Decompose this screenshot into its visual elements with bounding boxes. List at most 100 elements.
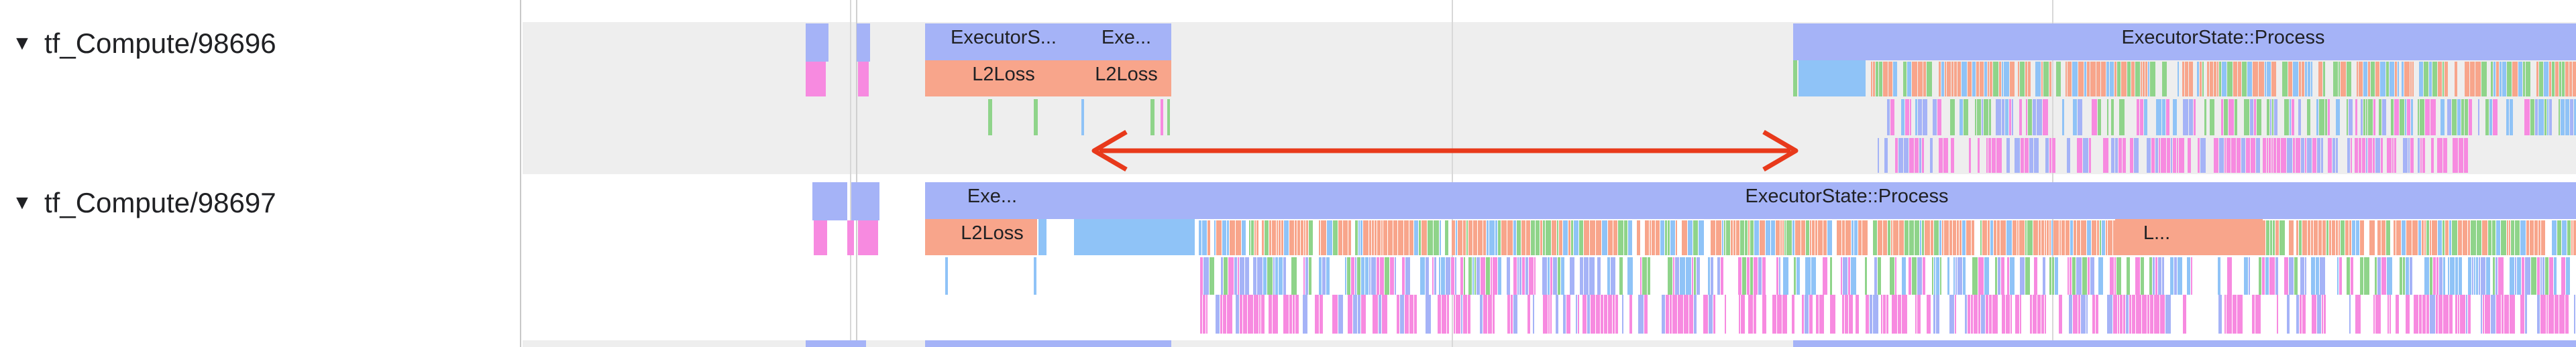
op-slice[interactable]	[1951, 62, 1953, 96]
op-slice[interactable]	[1372, 220, 1374, 255]
op-slice[interactable]	[2396, 220, 2401, 255]
op-slice[interactable]	[2406, 257, 2409, 295]
op-slice[interactable]	[2469, 99, 2472, 135]
op-slice[interactable]	[1478, 220, 1483, 255]
op-slice[interactable]	[1668, 220, 1670, 255]
op-slice[interactable]	[1750, 257, 1753, 295]
op-slice[interactable]	[1447, 295, 1449, 334]
op-slice[interactable]	[2422, 138, 2425, 173]
op-slice[interactable]	[2301, 138, 2304, 173]
op-slice[interactable]	[1267, 257, 1273, 295]
op-slice[interactable]	[1426, 295, 1431, 334]
op-slice[interactable]	[1806, 220, 1809, 255]
op-slice[interactable]	[2237, 295, 2243, 334]
op-slice[interactable]	[1996, 138, 2002, 173]
op-slice[interactable]	[2377, 220, 2381, 255]
op-slice[interactable]	[1887, 99, 1890, 135]
op-slice[interactable]	[2450, 257, 2455, 295]
op-slice[interactable]	[2156, 99, 2161, 135]
op-slice[interactable]	[2049, 62, 2051, 96]
op-slice[interactable]	[2185, 62, 2188, 96]
op-slice[interactable]	[1927, 295, 1931, 334]
op-slice[interactable]	[2267, 138, 2268, 173]
op-slice[interactable]	[2549, 257, 2553, 295]
op-slice[interactable]	[2418, 99, 2419, 135]
op-slice[interactable]	[2272, 99, 2273, 135]
op-slice[interactable]	[1912, 257, 1917, 295]
op-slice[interactable]	[2400, 99, 2404, 135]
op-slice[interactable]	[1259, 295, 1260, 334]
op-slice[interactable]	[1713, 295, 1715, 334]
op-slice[interactable]	[2250, 99, 2253, 135]
op-slice[interactable]	[1739, 295, 1740, 334]
op-slice[interactable]	[1220, 295, 1222, 334]
op-slice[interactable]	[1466, 220, 1468, 255]
op-slice[interactable]	[1426, 257, 1429, 295]
op-slice[interactable]	[1333, 220, 1338, 255]
op-slice[interactable]	[2072, 62, 2078, 96]
op-slice[interactable]	[1845, 220, 1851, 255]
op-slice[interactable]	[2424, 220, 2426, 255]
op-slice[interactable]	[2440, 99, 2445, 135]
op-slice[interactable]	[2037, 99, 2042, 135]
op-slice[interactable]	[2214, 138, 2218, 173]
op-slice[interactable]	[2368, 138, 2372, 173]
op-slice[interactable]	[2542, 257, 2544, 295]
op-slice[interactable]	[1327, 220, 1332, 255]
op-slice[interactable]	[2165, 295, 2171, 334]
op-slice[interactable]	[1876, 62, 1878, 96]
op-slice[interactable]	[1548, 257, 1550, 295]
op-slice[interactable]	[1379, 295, 1381, 334]
op-slice[interactable]	[1309, 220, 1313, 255]
op-slice[interactable]	[1711, 220, 1715, 255]
op-slice[interactable]	[2318, 62, 2322, 96]
op-slice[interactable]	[1498, 257, 1501, 295]
op-slice[interactable]	[2449, 220, 2451, 255]
op-slice[interactable]	[2265, 62, 2266, 96]
op-slice[interactable]	[1748, 295, 1753, 334]
op-slice[interactable]	[1251, 220, 1254, 255]
op-slice[interactable]	[1223, 295, 1226, 334]
op-slice[interactable]	[2224, 138, 2226, 173]
op-slice[interactable]	[1899, 220, 1904, 255]
op-slice[interactable]	[2549, 99, 2552, 135]
op-slice[interactable]	[1989, 99, 1991, 135]
op-slice[interactable]	[1984, 62, 1987, 96]
op-slice[interactable]	[2070, 220, 2073, 255]
op-slice[interactable]	[1517, 257, 1519, 295]
op-slice[interactable]	[2025, 220, 2027, 255]
op-slice[interactable]	[2363, 99, 2365, 135]
op-slice[interactable]	[2308, 220, 2310, 255]
op-slice[interactable]	[2218, 257, 2220, 295]
op-slice[interactable]	[1686, 257, 1691, 295]
op-slice[interactable]	[1353, 295, 1357, 334]
op-slice[interactable]	[1529, 257, 1534, 295]
op-slice[interactable]	[1939, 62, 1941, 96]
op-slice[interactable]	[1901, 99, 1904, 135]
op-slice[interactable]	[2121, 62, 2127, 96]
track-row-98697[interactable]: ▼ tf_Compute/98697	[0, 180, 276, 226]
l2loss-slice[interactable]	[925, 60, 1082, 96]
green-op-slice[interactable]	[1167, 99, 1170, 135]
op-slice[interactable]	[1474, 257, 1476, 295]
op-slice[interactable]	[2438, 220, 2442, 255]
op-slice[interactable]	[1483, 220, 1486, 255]
op-slice[interactable]	[2298, 99, 2301, 135]
op-slice[interactable]	[2132, 295, 2135, 334]
op-slice[interactable]	[2373, 99, 2375, 135]
op-slice[interactable]	[2498, 257, 2504, 295]
op-slice[interactable]	[2144, 99, 2147, 135]
op-slice[interactable]	[1228, 257, 1234, 295]
op-slice[interactable]	[1964, 99, 1968, 135]
op-slice[interactable]	[2317, 295, 2321, 334]
op-slice[interactable]	[1446, 257, 1450, 295]
op-slice[interactable]	[1348, 295, 1352, 334]
op-slice[interactable]	[1917, 257, 1922, 295]
op-slice[interactable]	[1842, 220, 1845, 255]
op-slice[interactable]	[1939, 220, 1941, 255]
op-slice[interactable]	[2400, 257, 2402, 295]
op-slice[interactable]	[2262, 257, 2265, 295]
op-slice[interactable]	[2126, 295, 2129, 334]
op-slice[interactable]	[1256, 220, 1258, 255]
op-slice[interactable]	[1397, 295, 1399, 334]
